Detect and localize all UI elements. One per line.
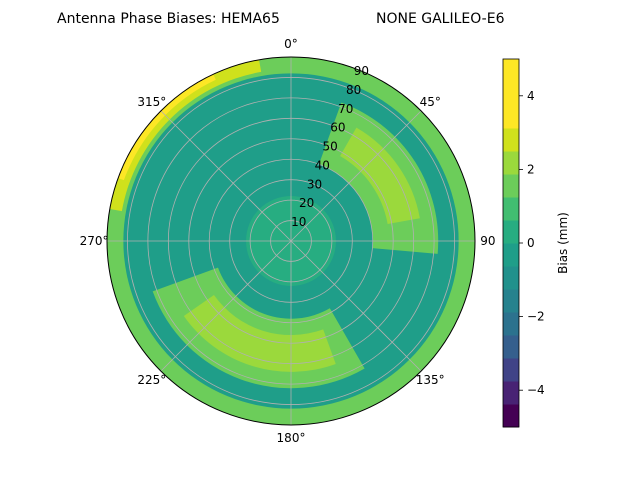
colorbar-cell (503, 82, 519, 106)
grid-spoke (290, 110, 422, 242)
contour-region-ne-arc-inner (340, 127, 420, 224)
colorbar-tick-label: 0 (527, 236, 535, 250)
colorbar-cell (503, 105, 519, 129)
radial-tick-label: 60 (330, 121, 345, 135)
contour-region-outer-rim-nw (109, 59, 262, 212)
grid-spoke (290, 240, 422, 372)
colorbar-tick-label: −2 (527, 310, 545, 324)
polar-plot-area: 0° 45° 90 135° 180° 225° 270° 315° 10 20 30 40 50 60… (80, 37, 496, 445)
radial-tick-label: 40 (315, 158, 330, 172)
radial-tick-label: 20 (299, 196, 314, 210)
radial-tick-label: 70 (338, 102, 353, 116)
colorbar-cell (503, 404, 519, 428)
radial-tick-label: 30 (307, 177, 322, 191)
angle-tick-label: 135° (416, 373, 445, 387)
angle-tick-label: 270° (80, 234, 109, 248)
colorbar-cell (503, 220, 519, 244)
radial-tick-label: 50 (322, 140, 337, 154)
colorbar-cell (503, 312, 519, 336)
colorbar: −4 −2 0 2 4 Bias (mm) (502, 58, 570, 428)
chart-subtitle: NONE GALILEO-E6 (376, 11, 505, 27)
polar-frame (106, 56, 476, 426)
colorbar-label: Bias (mm) (556, 212, 570, 274)
colorbar-tick-label: 4 (527, 89, 535, 103)
contour-region-sw-arc-inner (183, 294, 336, 372)
chart-title: Antenna Phase Biases: HEMA65 (57, 11, 280, 27)
colorbar-cell (503, 174, 519, 198)
colorbar-cell (503, 243, 519, 267)
angle-tick-label: 180° (277, 431, 306, 445)
angle-tick-labels: 0° 45° 90 135° 180° 225° 270° 315° (80, 37, 496, 445)
colorbar-cell (503, 197, 519, 221)
angle-tick-label: 90 (480, 234, 495, 248)
colorbar-tick-label: −4 (527, 383, 545, 397)
grid-spoke (160, 110, 292, 242)
angle-tick-label: 225° (137, 373, 166, 387)
angle-tick-label: 45° (420, 95, 441, 109)
angle-tick-label: 315° (137, 95, 166, 109)
colorbar-tick-label: 2 (527, 162, 535, 176)
radial-tick-label: 10 (291, 215, 306, 229)
grid-spoke (160, 240, 292, 372)
polar-grid (107, 57, 475, 425)
colorbar-cell (503, 151, 519, 175)
colorbar-cell (503, 128, 519, 152)
colorbar-cell (503, 59, 519, 83)
radial-tick-labels: 10 20 30 40 50 60 70 80 90 (291, 64, 369, 229)
radial-tick-label: 90 (354, 64, 369, 78)
colorbar-cell (503, 335, 519, 359)
colorbar-cell (503, 266, 519, 290)
colorbar-cell (503, 381, 519, 405)
colorbar-cell (503, 289, 519, 313)
colorbar-cell (503, 358, 519, 382)
angle-tick-label: 0° (284, 37, 298, 51)
contour-region-outer-rim-nw-edge (118, 74, 216, 181)
radial-tick-label: 80 (346, 83, 361, 97)
